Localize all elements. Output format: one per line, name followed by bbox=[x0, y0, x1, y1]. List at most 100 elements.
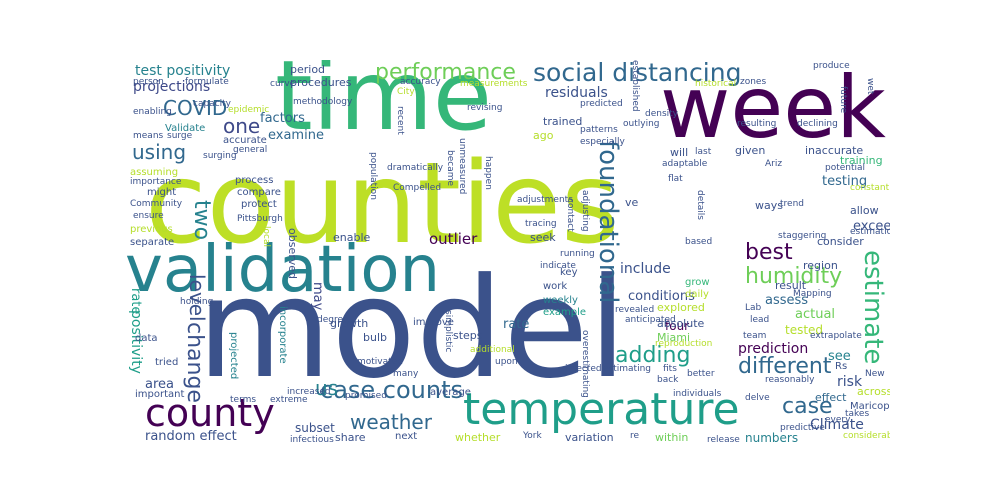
word: extreme bbox=[270, 395, 308, 405]
word: result bbox=[775, 279, 807, 292]
word: release bbox=[707, 435, 740, 445]
word: Community bbox=[130, 199, 183, 209]
word: share bbox=[335, 431, 366, 444]
word: projections bbox=[133, 79, 211, 95]
word: using bbox=[132, 140, 187, 164]
word: exceed bbox=[853, 219, 890, 234]
word: enabling bbox=[133, 107, 172, 117]
word: period bbox=[290, 63, 326, 76]
word: re bbox=[630, 431, 640, 441]
word: Ariz bbox=[765, 159, 783, 169]
word: may bbox=[310, 282, 325, 311]
word: Compelled bbox=[393, 183, 442, 193]
word: Mapping bbox=[793, 289, 832, 299]
word: Rs bbox=[835, 361, 848, 372]
word: random effect bbox=[145, 429, 237, 444]
word: curve bbox=[270, 79, 296, 89]
word: risk bbox=[837, 374, 863, 390]
word: every bbox=[825, 415, 851, 425]
word: COVID bbox=[163, 96, 228, 120]
word: Miami bbox=[657, 331, 691, 344]
word: absolute bbox=[657, 317, 705, 330]
word: increased bbox=[287, 387, 331, 397]
word: assess bbox=[765, 293, 809, 308]
word: team bbox=[743, 331, 767, 341]
word: test positivity bbox=[135, 63, 231, 79]
word: estimating bbox=[603, 364, 651, 374]
word: seek bbox=[530, 231, 556, 244]
word: person bbox=[133, 77, 164, 87]
word: effect bbox=[815, 391, 847, 404]
word: ago bbox=[533, 129, 554, 142]
word: population bbox=[368, 152, 378, 200]
word: surging bbox=[203, 151, 237, 161]
word: upon bbox=[495, 357, 518, 367]
word: ve bbox=[625, 196, 639, 209]
word: constant bbox=[850, 183, 890, 193]
word: staggering bbox=[778, 231, 827, 241]
word: unmeasured bbox=[457, 138, 467, 195]
word: measurements bbox=[460, 79, 528, 89]
word: enable bbox=[333, 231, 371, 244]
word: running bbox=[560, 249, 595, 259]
word: daily bbox=[685, 289, 709, 300]
word: back bbox=[657, 375, 679, 385]
word: zones bbox=[740, 77, 767, 87]
word: dramatically bbox=[387, 163, 444, 173]
word: prediction bbox=[738, 341, 809, 357]
word: Validate bbox=[165, 123, 206, 134]
word: fits bbox=[663, 364, 677, 374]
word: formulate bbox=[185, 77, 229, 87]
word: training bbox=[840, 154, 883, 167]
word: case bbox=[782, 394, 833, 419]
word: incorporate bbox=[277, 306, 288, 364]
word: inaccurate bbox=[805, 144, 864, 157]
word: best bbox=[745, 240, 793, 265]
word: capacity bbox=[193, 99, 231, 109]
word: improve bbox=[413, 317, 454, 328]
word: model bbox=[197, 248, 627, 409]
word: include bbox=[620, 261, 671, 277]
word: temperature bbox=[463, 384, 740, 435]
word: examine bbox=[268, 128, 324, 143]
word: Lab bbox=[745, 303, 762, 313]
word: infectious bbox=[290, 435, 334, 445]
word: adjustments bbox=[517, 195, 573, 205]
word: trained bbox=[543, 115, 583, 128]
word-cloud: model counties time week validation temp… bbox=[125, 60, 890, 448]
word: important bbox=[135, 389, 185, 400]
word: estimate bbox=[858, 250, 888, 365]
word: weekly bbox=[543, 295, 578, 306]
word: average bbox=[430, 387, 471, 398]
word: additional bbox=[470, 345, 515, 355]
word: residuals bbox=[545, 85, 608, 101]
word: assuming bbox=[130, 167, 179, 178]
word: counties bbox=[145, 139, 620, 269]
word: example bbox=[543, 307, 587, 318]
word: compare bbox=[237, 187, 281, 198]
word: predicted bbox=[580, 99, 623, 109]
word: became bbox=[445, 150, 455, 187]
word: steps bbox=[453, 329, 483, 342]
word: local bbox=[261, 226, 271, 247]
word: key bbox=[560, 267, 578, 278]
word: potential bbox=[825, 163, 866, 173]
word: consider bbox=[817, 235, 864, 248]
word: last bbox=[695, 147, 712, 157]
word: procedures bbox=[290, 76, 352, 89]
word: will bbox=[670, 146, 689, 159]
word: future bbox=[838, 86, 848, 114]
word: variation bbox=[565, 431, 614, 444]
word: especially bbox=[580, 137, 625, 147]
word: importance bbox=[130, 177, 182, 187]
word: protect bbox=[241, 199, 277, 210]
word: flat bbox=[668, 174, 683, 184]
word: humidity bbox=[745, 264, 843, 289]
word: process bbox=[235, 175, 274, 186]
word: tracing bbox=[525, 219, 557, 229]
word: wet bbox=[865, 78, 875, 95]
word: actual bbox=[795, 307, 836, 322]
word: subset bbox=[295, 421, 335, 435]
word: degree bbox=[317, 315, 349, 325]
word: time bbox=[275, 60, 492, 152]
